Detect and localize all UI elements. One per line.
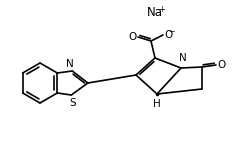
Text: N: N	[66, 59, 74, 69]
Text: N: N	[179, 53, 187, 63]
Text: −: −	[168, 28, 174, 37]
Text: Na: Na	[147, 6, 163, 18]
Text: H: H	[153, 99, 161, 109]
Text: S: S	[69, 98, 76, 108]
Text: O: O	[164, 30, 172, 40]
Text: O: O	[217, 60, 225, 70]
Text: O: O	[129, 32, 137, 42]
Text: +: +	[159, 4, 165, 14]
